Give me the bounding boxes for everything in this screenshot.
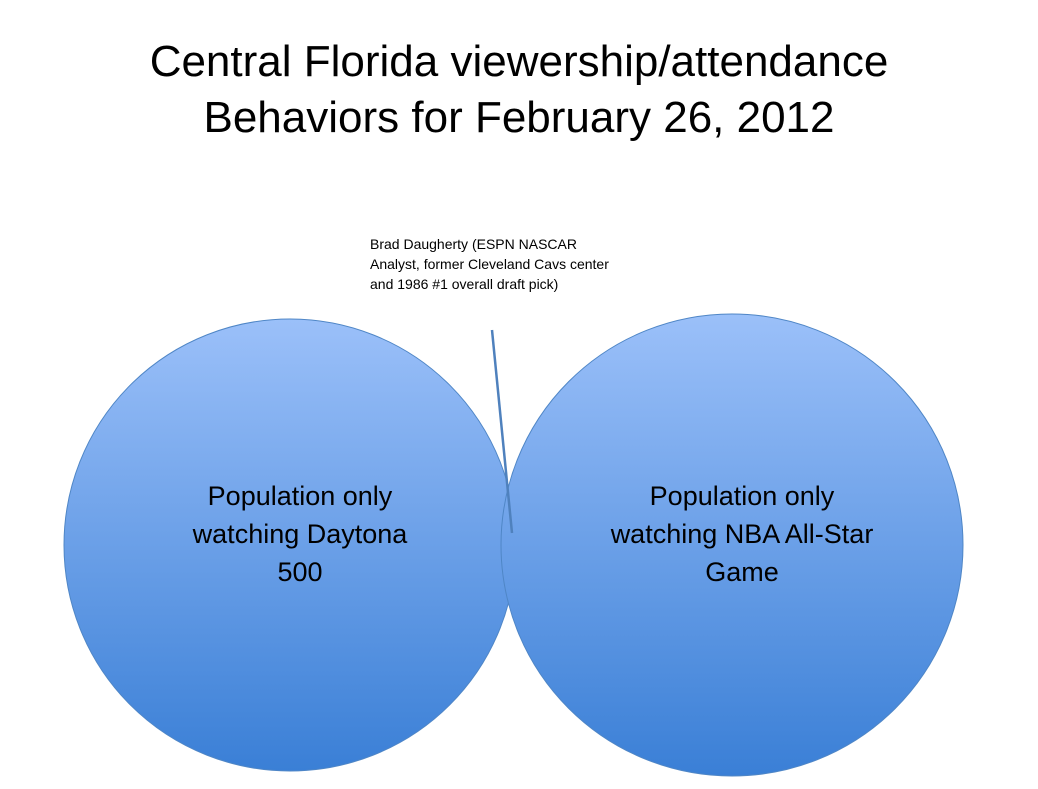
right-label-line-1: Population only bbox=[649, 481, 835, 511]
annotation-line-2: Analyst, former Cleveland Cavs center bbox=[370, 256, 609, 272]
left-label-line-3: 500 bbox=[277, 557, 323, 587]
right-set-circle bbox=[500, 313, 964, 777]
left-label-line-1: Population only bbox=[207, 481, 393, 511]
right-label-line-3: Game bbox=[705, 557, 779, 587]
slide-title: Central Florida viewership/attendance Be… bbox=[0, 34, 1038, 146]
right-set-label: Population only watching NBA All-Star Ga… bbox=[592, 477, 892, 591]
annotation-line-1: Brad Daugherty (ESPN NASCAR bbox=[370, 236, 577, 252]
pointer-line bbox=[490, 329, 514, 534]
title-line-2: Behaviors for February 26, 2012 bbox=[203, 93, 835, 142]
right-label-line-2: watching NBA All-Star bbox=[610, 519, 874, 549]
intersection-annotation: Brad Daugherty (ESPN NASCAR Analyst, for… bbox=[370, 234, 690, 294]
annotation-line-3: and 1986 #1 overall draft pick) bbox=[370, 276, 559, 292]
left-set-label: Population only watching Daytona 500 bbox=[150, 477, 450, 591]
title-line-1: Central Florida viewership/attendance bbox=[149, 37, 889, 86]
left-label-line-2: watching Daytona bbox=[192, 519, 408, 549]
